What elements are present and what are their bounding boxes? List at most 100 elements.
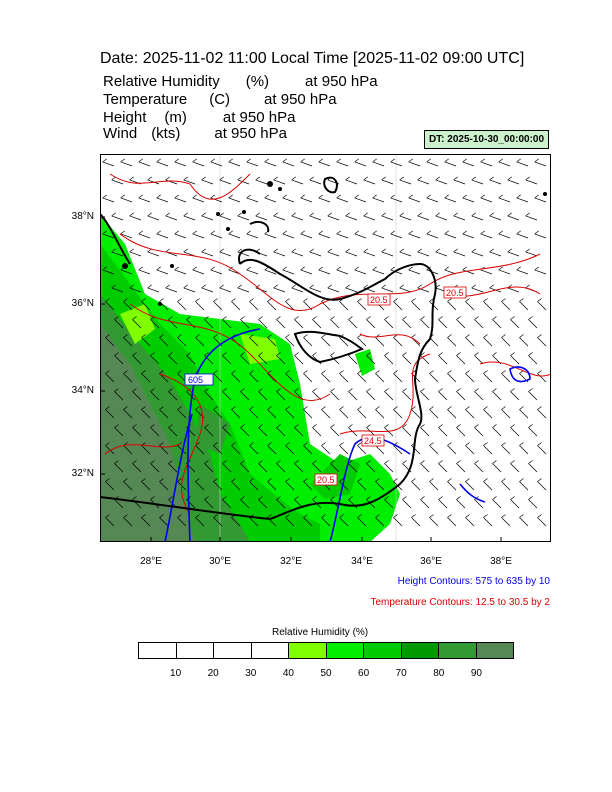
- wind-barb-feather: [159, 406, 164, 410]
- wind-barb-feather: [240, 388, 245, 392]
- wind-barb: [426, 197, 439, 203]
- wind-barb-feather: [492, 496, 497, 500]
- wind-barb: [525, 179, 538, 185]
- wind-barb-feather: [456, 316, 461, 320]
- wind-barb: [528, 355, 538, 365]
- wind-barb-feather: [462, 266, 467, 271]
- colorbar-label: 40: [282, 668, 294, 679]
- wind-barb: [402, 355, 412, 365]
- wind-barb-feather: [357, 442, 362, 446]
- wind-barb-feather: [444, 194, 449, 199]
- wind-barb: [444, 233, 457, 239]
- wind-barb: [192, 269, 205, 275]
- wind-barb-feather: [501, 514, 506, 518]
- wind-barb: [258, 319, 268, 329]
- wind-barb: [357, 337, 367, 347]
- wind-barb: [141, 373, 151, 383]
- wind-barb: [147, 215, 160, 221]
- wind-barb-feather: [417, 284, 422, 289]
- wind-barb: [258, 463, 268, 473]
- wind-barb: [300, 233, 313, 239]
- wind-barb: [492, 391, 502, 401]
- wind-barb: [393, 373, 403, 383]
- wind-barb-feather: [201, 212, 206, 217]
- wind-barb: [249, 337, 259, 347]
- wind-barb-feather: [264, 158, 269, 163]
- wind-barb-feather: [492, 352, 497, 356]
- wind-barb: [498, 269, 511, 275]
- wind-barb: [105, 409, 115, 419]
- wind-barb-feather: [444, 158, 449, 163]
- wind-barb: [321, 337, 331, 347]
- wind-barb: [111, 251, 124, 257]
- wind-barb: [240, 427, 250, 437]
- wind-barb: [150, 355, 160, 365]
- wind-barb: [339, 517, 349, 527]
- wind-barb-feather: [537, 478, 542, 482]
- wind-barb: [483, 445, 493, 455]
- wind-barb-feather: [273, 284, 278, 289]
- wind-barb-feather: [132, 352, 137, 356]
- wind-barb: [447, 373, 457, 383]
- wind-barb: [210, 269, 223, 275]
- wind-barb: [537, 481, 547, 491]
- wind-barb: [231, 301, 241, 311]
- wind-barb-feather: [276, 316, 281, 320]
- wind-barb-feather: [330, 460, 335, 464]
- wind-barb-feather: [222, 496, 227, 500]
- wind-barb-feather: [276, 388, 281, 392]
- wind-barb-feather: [438, 460, 443, 464]
- wind-barb-feather: [363, 176, 368, 181]
- wind-barb: [228, 233, 241, 239]
- wind-barb: [264, 161, 277, 167]
- wind-barb-feather: [453, 248, 458, 253]
- wind-barb-feather: [174, 158, 179, 163]
- wind-barb: [462, 233, 475, 239]
- map-title: Date: 2025-11-02 11:00 Local Time [2025-…: [100, 50, 525, 67]
- wind-barb-feather: [519, 334, 524, 338]
- wind-barb-feather: [285, 478, 290, 482]
- wind-barb-feather: [363, 248, 368, 253]
- wind-barb-feather: [537, 370, 542, 374]
- wind-barb: [222, 355, 232, 365]
- temperature-contours-note: Temperature Contours: 12.5 to 30.5 by 2: [370, 597, 550, 608]
- wind-barb: [456, 463, 466, 473]
- wind-barb: [510, 355, 520, 365]
- wind-barb: [192, 161, 205, 167]
- wind-barb: [501, 445, 511, 455]
- wind-barb-feather: [276, 352, 281, 356]
- wind-barb-feather: [147, 176, 152, 181]
- wind-barb-feather: [168, 316, 173, 320]
- wind-barb-feather: [435, 248, 440, 253]
- wind-barb-feather: [537, 406, 542, 410]
- colorbar-label: 60: [358, 668, 370, 679]
- wind-barb: [336, 269, 349, 275]
- wind-barb: [408, 161, 421, 167]
- wind-barb: [111, 287, 124, 293]
- wind-barb-feather: [213, 298, 218, 302]
- wind-barb-feather: [294, 388, 299, 392]
- wind-barb-feather: [345, 212, 350, 217]
- wind-barb-feather: [375, 514, 380, 518]
- wind-barb: [381, 287, 394, 293]
- wind-barb-feather: [528, 424, 533, 428]
- wind-barb-feather: [120, 230, 125, 235]
- wind-barb-feather: [192, 158, 197, 163]
- wind-barb: [300, 269, 313, 275]
- wind-barb-feather: [132, 424, 137, 428]
- wind-barb-feather: [462, 194, 467, 199]
- wind-barb-feather: [474, 388, 479, 392]
- wind-barb-feather: [132, 316, 137, 320]
- wind-barb: [276, 499, 286, 509]
- wind-barb-feather: [411, 406, 416, 410]
- wind-barb-feather: [312, 496, 317, 500]
- wind-barb: [357, 373, 367, 383]
- wind-barb-feather: [465, 514, 470, 518]
- wind-barb: [195, 337, 205, 347]
- wind-barb-feather: [447, 370, 452, 374]
- wind-barb: [249, 409, 259, 419]
- wind-barb-feather: [519, 478, 524, 482]
- wind-barb-feather: [489, 212, 494, 217]
- wind-barb: [291, 179, 304, 185]
- field-level: at 950 hPa: [305, 73, 378, 90]
